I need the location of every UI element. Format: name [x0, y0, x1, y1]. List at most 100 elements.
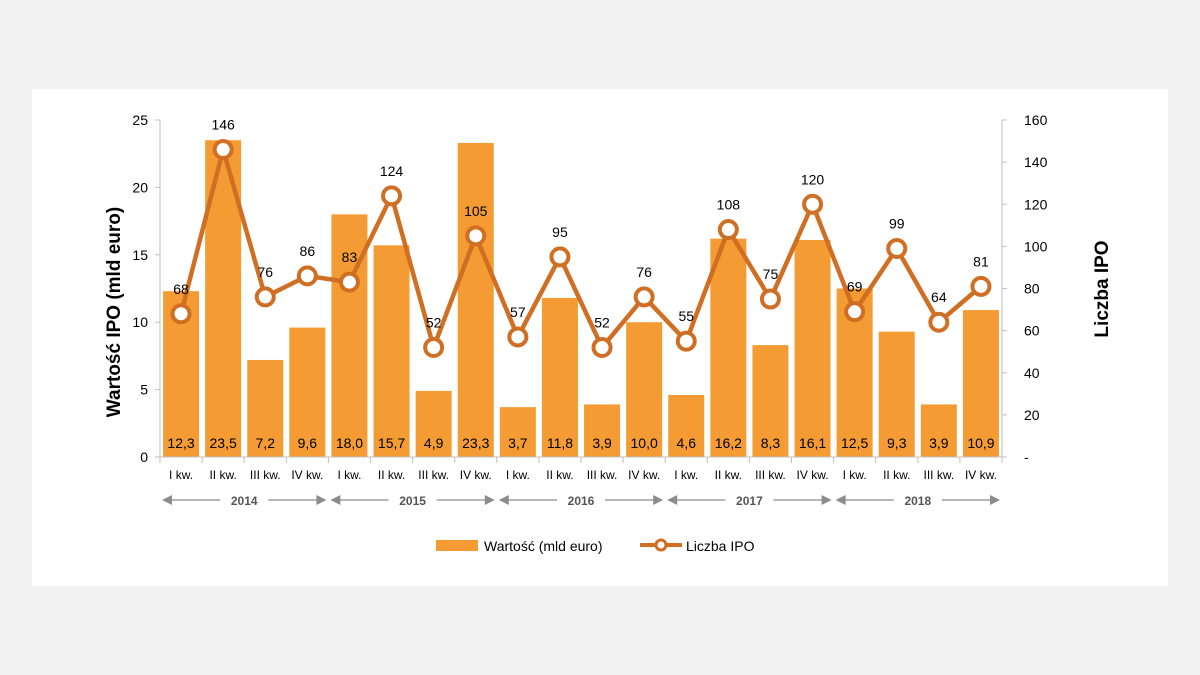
x-tick-label-16: IV kw. [797, 468, 829, 482]
y-right-tick-label: - [1024, 449, 1029, 465]
bar-11 [584, 404, 621, 457]
x-tick-label-1: I kw. [169, 468, 193, 482]
y-right-tick-label: 160 [1024, 112, 1048, 128]
line-point-8 [465, 225, 487, 247]
bar-value-labels: 12,3 23,5 7,2 9,6 18,0 15,7 4,9 23,3 3,7 11,8 3,9 1… [167, 435, 994, 451]
line-label-11: 52 [594, 314, 610, 330]
legend: Wartość (mld euro) Liczba IPO [436, 538, 755, 554]
bar-label-4: 9,6 [298, 435, 318, 451]
bar-14 [710, 238, 747, 457]
line-point-10 [549, 246, 571, 268]
x-tick-label-20: IV kw. [965, 468, 997, 482]
axes-layer: 0 5 10 15 20 25 - 20 40 60 80 100 120 140 160 [132, 112, 1047, 465]
bar-label-12: 10,0 [631, 435, 658, 451]
line-label-6: 124 [380, 163, 404, 179]
line-point-9 [507, 326, 529, 348]
legend-label-line: Liczba IPO [686, 538, 755, 554]
bar-label-19: 3,9 [929, 435, 949, 451]
year-label-2018: 2018 [904, 494, 931, 508]
bar-18 [878, 331, 915, 457]
line-point-4 [296, 265, 318, 287]
bar-12 [626, 322, 663, 457]
y-left-tick-label: 0 [140, 449, 148, 465]
y-axis-right-title: Liczba IPO [1092, 240, 1113, 337]
year-groups: 2014 2015 2016 2017 2018 [162, 494, 1000, 508]
y-right-tick-label: 20 [1024, 407, 1040, 423]
line-label-12: 76 [636, 264, 652, 280]
line-value-labels: 68 146 76 86 83 124 52 105 57 95 52 76 55 108 75 120 69 9… [173, 116, 989, 330]
line-point-16 [802, 193, 824, 215]
year-group-2016: 2016 [498, 494, 664, 508]
bar-label-11: 3,9 [592, 435, 612, 451]
line-label-18: 99 [889, 215, 905, 231]
line-point-5 [338, 271, 360, 293]
y-right-tick-label: 140 [1024, 154, 1048, 170]
bar-label-10: 11,8 [547, 435, 573, 451]
y-left-tick-label: 5 [140, 382, 148, 398]
line-point-2 [212, 138, 234, 160]
year-group-2017: 2017 [667, 494, 832, 508]
bar-4 [289, 327, 326, 457]
bar-label-20: 10,9 [967, 435, 994, 451]
x-tick-label-12: IV kw. [628, 468, 660, 482]
bar-label-17: 12,5 [841, 435, 868, 451]
line-label-1: 68 [173, 281, 189, 297]
x-tick-label-19: III kw. [924, 468, 955, 482]
bar-10 [541, 297, 578, 457]
y-axis-left-title: Wartość IPO (mld euro) [104, 207, 125, 417]
legend-swatch-bar [436, 540, 478, 551]
legend-label-bar: Wartość (mld euro) [484, 538, 603, 554]
bar-label-14: 16,2 [715, 435, 742, 451]
line-point-14 [717, 219, 739, 241]
line-point-19 [928, 311, 950, 333]
year-label-2015: 2015 [399, 494, 426, 508]
line-point-17 [844, 301, 866, 323]
x-tick-label-5: I kw. [337, 468, 361, 482]
line-point-20 [970, 275, 992, 297]
line-label-17: 69 [847, 279, 863, 295]
line-label-19: 64 [931, 289, 947, 305]
line-point-15 [759, 288, 781, 310]
x-tick-label-15: III kw. [755, 468, 786, 482]
bar-15 [752, 345, 789, 457]
bar-label-1: 12,3 [167, 435, 194, 451]
year-group-2015: 2015 [330, 494, 495, 508]
line-label-7: 52 [426, 314, 442, 330]
bar-13 [668, 394, 705, 457]
bar-8 [457, 142, 494, 457]
year-label-2016: 2016 [568, 494, 595, 508]
bar-label-18: 9,3 [887, 435, 907, 451]
line-point-7 [423, 336, 445, 358]
bar-20 [962, 310, 999, 457]
y-right-tick-label: 80 [1024, 281, 1040, 297]
arrow-right-icon [484, 495, 495, 505]
line-label-3: 76 [257, 264, 273, 280]
year-group-2018: 2018 [835, 494, 1000, 508]
y-right-tick-label: 40 [1024, 365, 1040, 381]
bar-label-16: 16,1 [799, 435, 826, 451]
bar-label-8: 23,3 [462, 435, 489, 451]
year-label-2017: 2017 [736, 494, 763, 508]
chart-panel: 12,3 23,5 7,2 9,6 18,0 15,7 4,9 23,3 3,7 11,8 3,9 1… [32, 89, 1168, 586]
line-label-14: 108 [717, 197, 741, 213]
line-point-13 [675, 330, 697, 352]
year-label-2014: 2014 [231, 494, 258, 508]
arrow-left-icon [498, 495, 509, 505]
x-tick-label-3: III kw. [250, 468, 281, 482]
bar-label-7: 4,9 [424, 435, 444, 451]
x-tick-label-10: II kw. [546, 468, 573, 482]
line-label-4: 86 [300, 243, 316, 259]
y-left-tick-label: 20 [132, 179, 148, 195]
line-label-20: 81 [973, 253, 989, 269]
x-tick-label-7: III kw. [418, 468, 449, 482]
bar-label-9: 3,7 [508, 435, 528, 451]
arrow-right-icon [653, 495, 664, 505]
arrow-right-icon [821, 495, 832, 505]
bar-9 [499, 407, 536, 457]
bar-label-13: 4,6 [677, 435, 697, 451]
y-left-tick-label: 10 [132, 314, 148, 330]
bar-label-5: 18,0 [336, 435, 363, 451]
x-tick-label-14: II kw. [715, 468, 742, 482]
bar-label-6: 15,7 [378, 435, 405, 451]
y-right-tick-label: 120 [1024, 196, 1048, 212]
